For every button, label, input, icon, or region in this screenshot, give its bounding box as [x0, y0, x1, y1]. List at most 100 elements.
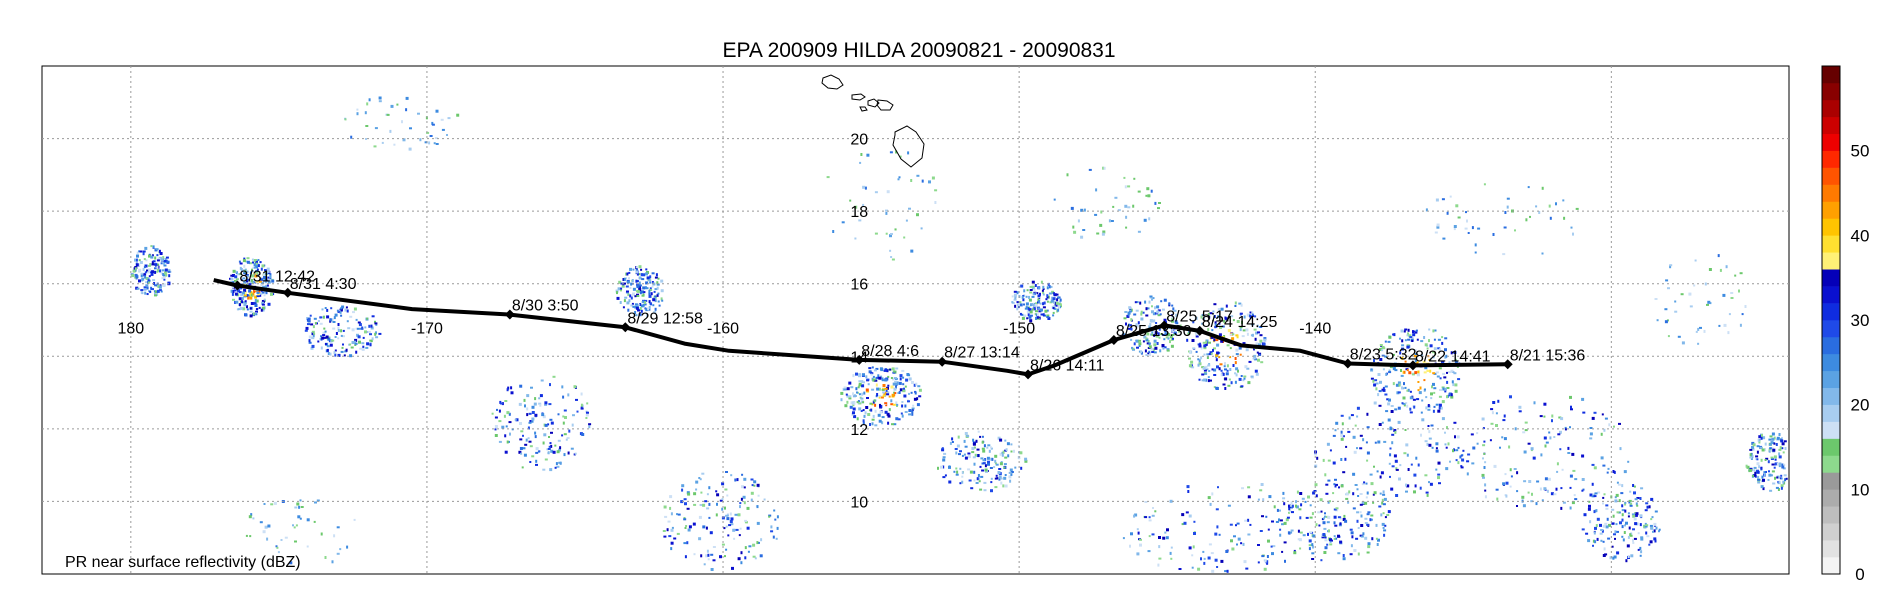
reflectivity-pixel: [1136, 552, 1140, 556]
reflectivity-pixel: [364, 326, 367, 329]
reflectivity-pixel: [1727, 331, 1730, 335]
reflectivity-pixel: [1057, 308, 1060, 312]
reflectivity-pixel: [255, 260, 258, 264]
reflectivity-pixel: [1386, 514, 1390, 516]
reflectivity-pixel: [979, 435, 982, 438]
reflectivity-pixel: [1293, 551, 1297, 555]
reflectivity-pixel: [535, 459, 538, 463]
reflectivity-pixel: [242, 277, 246, 280]
reflectivity-pixel: [1117, 209, 1121, 212]
reflectivity-pixel: [1406, 484, 1410, 488]
reflectivity-pixel: [1633, 491, 1636, 495]
reflectivity-pixel: [1569, 474, 1573, 478]
reflectivity-pixel: [1234, 357, 1237, 360]
reflectivity-pixel: [887, 375, 890, 378]
reflectivity-pixel: [1677, 335, 1681, 338]
reflectivity-pixel: [1147, 194, 1151, 198]
reflectivity-pixel: [1416, 373, 1420, 377]
reflectivity-pixel: [1215, 358, 1218, 362]
reflectivity-pixel: [756, 521, 760, 525]
reflectivity-pixel: [1509, 395, 1512, 399]
reflectivity-pixel: [552, 450, 556, 454]
track-point-label: 8/28 4:6: [861, 343, 919, 360]
reflectivity-pixel: [1066, 173, 1069, 177]
reflectivity-pixel: [1231, 333, 1235, 336]
reflectivity-pixel: [1772, 448, 1776, 452]
reflectivity-pixel: [1204, 372, 1208, 375]
reflectivity-pixel: [1622, 538, 1625, 542]
reflectivity-pixel: [686, 541, 689, 545]
reflectivity-pixel: [1341, 435, 1345, 438]
reflectivity-pixel: [1655, 526, 1658, 530]
reflectivity-pixel: [1254, 369, 1258, 373]
reflectivity-pixel: [1309, 516, 1313, 519]
reflectivity-pixel: [1593, 493, 1596, 496]
reflectivity-pixel: [1774, 462, 1777, 466]
reflectivity-pixel: [916, 403, 920, 407]
reflectivity-pixel: [535, 451, 539, 454]
reflectivity-pixel: [852, 392, 854, 396]
reflectivity-pixel: [1031, 285, 1035, 288]
reflectivity-pixel: [1564, 428, 1567, 431]
reflectivity-pixel: [1311, 512, 1314, 516]
reflectivity-pixel: [334, 336, 337, 338]
reflectivity-pixel: [298, 505, 301, 509]
reflectivity-pixel: [1245, 328, 1249, 332]
reflectivity-pixel: [1197, 567, 1201, 571]
reflectivity-pixel: [1029, 319, 1033, 323]
reflectivity-pixel: [1070, 206, 1074, 210]
track-point-marker: [854, 354, 865, 365]
reflectivity-pixel: [1307, 495, 1310, 499]
reflectivity-pixel: [998, 478, 1001, 481]
reflectivity-pixel: [1628, 526, 1631, 530]
reflectivity-pixel: [1417, 370, 1420, 374]
reflectivity-pixel: [879, 367, 883, 371]
reflectivity-pixel: [1201, 373, 1205, 376]
reflectivity-pixel: [1373, 491, 1377, 495]
reflectivity-pixel: [151, 270, 154, 274]
reflectivity-pixel: [855, 387, 858, 391]
reflectivity-pixel: [724, 488, 728, 491]
reflectivity-pixel: [1573, 494, 1576, 497]
reflectivity-pixel: [1602, 524, 1606, 528]
reflectivity-pixel: [310, 323, 314, 326]
reflectivity-pixel: [232, 269, 236, 273]
reflectivity-pixel: [263, 278, 266, 281]
reflectivity-pixel: [234, 292, 238, 296]
reflectivity-pixel: [1127, 311, 1131, 315]
reflectivity-pixel: [256, 308, 259, 310]
reflectivity-pixel: [876, 376, 880, 379]
reflectivity-pixel: [1430, 392, 1433, 396]
reflectivity-pixel: [1627, 460, 1630, 463]
reflectivity-pixel: [1186, 338, 1189, 342]
reflectivity-pixel: [1211, 492, 1214, 496]
reflectivity-pixel: [1251, 311, 1254, 315]
reflectivity-pixel: [1039, 292, 1041, 296]
reflectivity-pixel: [1503, 226, 1507, 229]
reflectivity-pixel: [884, 410, 888, 414]
reflectivity-pixel: [1484, 483, 1487, 487]
reflectivity-pixel: [252, 261, 254, 264]
reflectivity-pixel: [1546, 489, 1549, 493]
reflectivity-pixel: [955, 467, 958, 470]
reflectivity-pixel: [840, 391, 844, 395]
reflectivity-pixel: [1377, 393, 1380, 397]
reflectivity-pixel: [1059, 298, 1062, 302]
reflectivity-pixel: [1234, 361, 1237, 365]
reflectivity-pixel: [1449, 460, 1451, 463]
reflectivity-pixel: [1338, 486, 1340, 489]
reflectivity-pixel: [1228, 378, 1231, 381]
reflectivity-pixel: [1295, 504, 1297, 508]
reflectivity-pixel: [549, 383, 551, 387]
reflectivity-pixel: [880, 396, 884, 399]
reflectivity-pixel: [1477, 227, 1481, 230]
reflectivity-pixel: [1287, 531, 1290, 535]
reflectivity-pixel: [1229, 523, 1233, 526]
reflectivity-pixel: [1272, 545, 1276, 548]
reflectivity-pixel: [304, 329, 308, 332]
reflectivity-pixel: [1380, 513, 1383, 517]
reflectivity-pixel: [645, 308, 649, 312]
reflectivity-pixel: [1432, 372, 1436, 375]
reflectivity-pixel: [1776, 476, 1779, 479]
colorbar-bin: [1822, 66, 1840, 84]
